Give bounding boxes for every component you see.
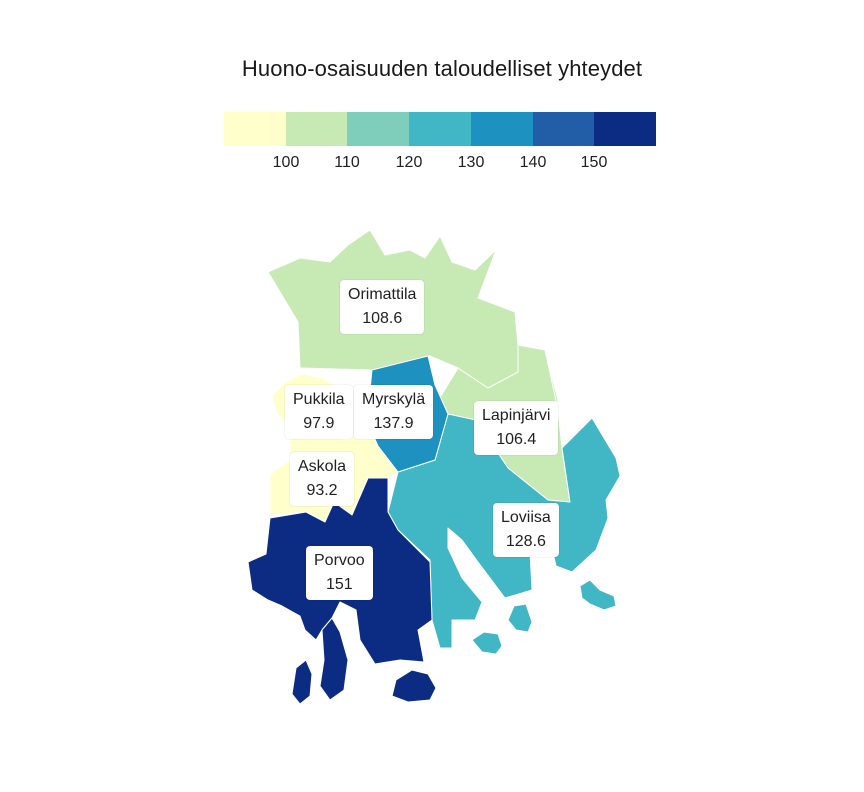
legend-swatch (347, 112, 410, 146)
map-title: Huono-osaisuuden taloudelliset yhteydet (241, 56, 643, 81)
label-value: 137.9 (373, 415, 414, 432)
label-orimattila: Orimattila 108.6 (340, 280, 425, 334)
label-lapinjarvi: Lapinjärvi 106.4 (474, 401, 559, 455)
label-loviisa: Loviisa 128.6 (493, 503, 559, 557)
label-value: 108.6 (362, 310, 403, 327)
label-pukkila: Pukkila 97.9 (285, 385, 353, 439)
legend-tick: 120 (395, 154, 423, 171)
label-value: 128.6 (505, 533, 546, 550)
label-value: 151 (326, 576, 353, 593)
legend-tick: 130 (457, 154, 485, 171)
label-name: Loviisa (501, 509, 551, 526)
legend-swatch (594, 112, 657, 146)
label-name: Lapinjärvi (482, 407, 551, 424)
label-name: Askola (298, 458, 347, 475)
label-myrskyla: Myrskylä 137.9 (354, 385, 434, 439)
legend-swatch (532, 112, 595, 146)
legend-swatch (285, 112, 348, 146)
legend-tick: 100 (272, 154, 300, 171)
legend-tick: 150 (580, 154, 608, 171)
region-loviisa-island[interactable] (507, 603, 533, 633)
color-legend: 100 110 120 130 140 150 (224, 112, 657, 184)
label-name: Pukkila (293, 391, 345, 408)
label-value: 97.9 (303, 415, 335, 432)
label-name: Orimattila (348, 286, 417, 303)
legend-color-bar (224, 112, 657, 146)
legend-swatch (409, 112, 471, 146)
label-name: Porvoo (314, 552, 365, 569)
label-value: 93.2 (306, 482, 338, 499)
legend-tick: 140 (519, 154, 547, 171)
region-loviisa-island[interactable] (579, 579, 617, 611)
legend-tick-labels: 100 110 120 130 140 150 (224, 154, 656, 184)
region-porvoo-island[interactable] (391, 669, 437, 703)
legend-tick: 110 (334, 154, 360, 171)
label-name: Myrskylä (362, 391, 426, 408)
label-porvoo: Porvoo 151 (306, 546, 373, 600)
legend-swatch (224, 112, 286, 146)
legend-swatch (470, 112, 533, 146)
region-loviisa-island[interactable] (471, 631, 503, 655)
label-askola: Askola 93.2 (290, 452, 355, 506)
region-porvoo-island[interactable] (319, 617, 349, 701)
label-value: 106.4 (496, 431, 537, 448)
region-porvoo-island[interactable] (291, 659, 313, 705)
